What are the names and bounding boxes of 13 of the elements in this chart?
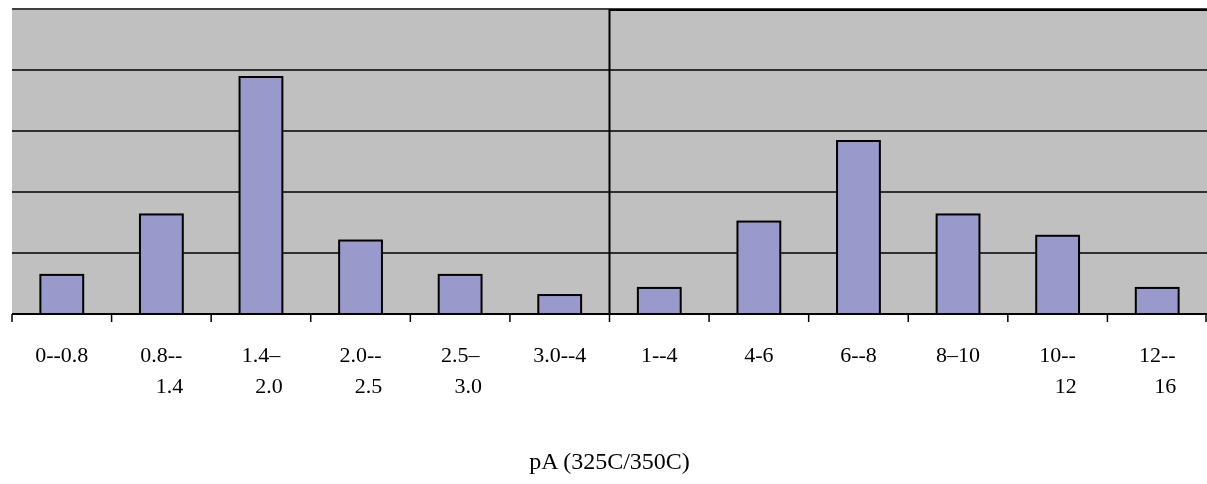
x-tick-label: 1.4– 2.0 bbox=[241, 342, 283, 398]
x-tick-label: 6--8 bbox=[840, 342, 877, 367]
x-tick-label: 2.0-- 2.5 bbox=[339, 342, 383, 398]
x-tick-label: 0--0.8 bbox=[35, 342, 89, 367]
x-axis-title: pA (325C/350C) bbox=[529, 448, 690, 474]
x-tick-label: 0.8-- 1.4 bbox=[140, 342, 184, 398]
x-tick-label: 4-6 bbox=[744, 342, 774, 367]
x-tick-label: 12-- 16 bbox=[1138, 342, 1177, 398]
x-tick-label: 3.0--4 bbox=[533, 342, 587, 367]
x-tick-label: 2.5– 3.0 bbox=[440, 342, 482, 398]
x-tick-label: 1--4 bbox=[640, 342, 678, 367]
x-tick-label: 8–10 bbox=[936, 342, 981, 367]
x-tick-label: 10-- 12 bbox=[1039, 342, 1077, 398]
